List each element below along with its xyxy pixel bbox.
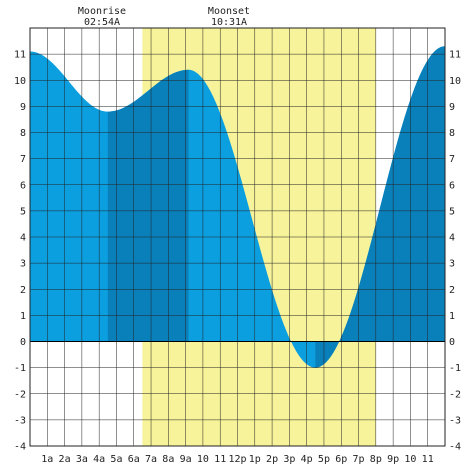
x-tick-label: 12p bbox=[228, 454, 246, 465]
x-tick-label: 6a bbox=[128, 454, 140, 465]
y-tick-label-right: 2 bbox=[449, 285, 455, 296]
y-tick-label-right: 5 bbox=[449, 206, 455, 217]
y-tick-label-right: 10 bbox=[449, 76, 461, 87]
x-tick-label: 9a bbox=[180, 454, 192, 465]
x-tick-label: 10 bbox=[197, 454, 209, 465]
moonrise-time: 02:54A bbox=[84, 17, 120, 28]
y-tick-label-left: 10 bbox=[14, 76, 26, 87]
y-tick-label-right: -4 bbox=[449, 442, 461, 453]
y-tick-label-right: 1 bbox=[449, 311, 455, 322]
y-tick-label-left: 2 bbox=[20, 285, 26, 296]
y-tick-label-left: 5 bbox=[20, 206, 26, 217]
y-tick-label-left: 6 bbox=[20, 180, 26, 191]
y-tick-label-left: -2 bbox=[14, 389, 26, 400]
x-tick-label: 11 bbox=[422, 454, 434, 465]
moonset-label: Moonset bbox=[208, 6, 250, 17]
x-tick-label: 2a bbox=[59, 454, 71, 465]
x-tick-label: 9p bbox=[387, 454, 399, 465]
y-tick-label-right: 8 bbox=[449, 128, 455, 139]
y-tick-label-right: -3 bbox=[449, 415, 461, 426]
y-tick-label-left: 8 bbox=[20, 128, 26, 139]
x-tick-label: 7p bbox=[353, 454, 365, 465]
y-tick-label-right: -1 bbox=[449, 363, 461, 374]
x-axis-labels: 1a 2a 3a 4a 5a 6a 7a 8a 9a 10 11 12p 1p 2p 3p 4p 5p 6p 7p 8… bbox=[41, 454, 433, 465]
y-tick-label-right: 9 bbox=[449, 102, 455, 113]
y-tick-label-left: 11 bbox=[14, 50, 26, 61]
y-tick-label-left: -1 bbox=[14, 363, 26, 374]
x-tick-label: 8a bbox=[162, 454, 174, 465]
moonrise-label: Moonrise bbox=[78, 6, 126, 17]
grid-lines bbox=[30, 28, 445, 446]
y-tick-label-left: -3 bbox=[14, 415, 26, 426]
x-tick-label: 3p bbox=[283, 454, 295, 465]
x-tick-label: 1p bbox=[249, 454, 261, 465]
x-tick-label: 5a bbox=[110, 454, 122, 465]
y-tick-label-left: 7 bbox=[20, 154, 26, 165]
x-tick-label: 3a bbox=[76, 454, 88, 465]
y-tick-label-right: -2 bbox=[449, 389, 461, 400]
y-tick-label-left: 4 bbox=[20, 233, 26, 244]
plot-frame bbox=[29, 27, 446, 447]
x-tick-label: 8p bbox=[370, 454, 382, 465]
x-tick-label: 10 bbox=[404, 454, 416, 465]
y-axis-labels: -4 -4-3 -3-2 -2-1 -10 01 12 23 34 45 56 67 78 89 910 10… bbox=[14, 50, 461, 453]
x-tick-label: 7a bbox=[145, 454, 157, 465]
y-tick-label-left: 0 bbox=[20, 337, 26, 348]
y-tick-label-right: 7 bbox=[449, 154, 455, 165]
y-tick-label-left: 1 bbox=[20, 311, 26, 322]
y-tick-label-left: 9 bbox=[20, 102, 26, 113]
x-tick-label: 1a bbox=[41, 454, 53, 465]
x-tick-label: 4p bbox=[301, 454, 313, 465]
x-tick-label: 11 bbox=[214, 454, 226, 465]
y-tick-label-right: 6 bbox=[449, 180, 455, 191]
y-tick-label-right: 11 bbox=[449, 50, 461, 61]
x-tick-label: 5p bbox=[318, 454, 330, 465]
y-tick-label-right: 3 bbox=[449, 259, 455, 270]
y-tick-label-right: 4 bbox=[449, 233, 455, 244]
moonset-time: 10:31A bbox=[211, 17, 247, 28]
y-tick-label-left: 3 bbox=[20, 259, 26, 270]
x-tick-label: 2p bbox=[266, 454, 278, 465]
x-tick-label: 4a bbox=[93, 454, 105, 465]
y-tick-label-left: -4 bbox=[14, 442, 26, 453]
y-tick-label-right: 0 bbox=[449, 337, 455, 348]
x-tick-label: 6p bbox=[335, 454, 347, 465]
